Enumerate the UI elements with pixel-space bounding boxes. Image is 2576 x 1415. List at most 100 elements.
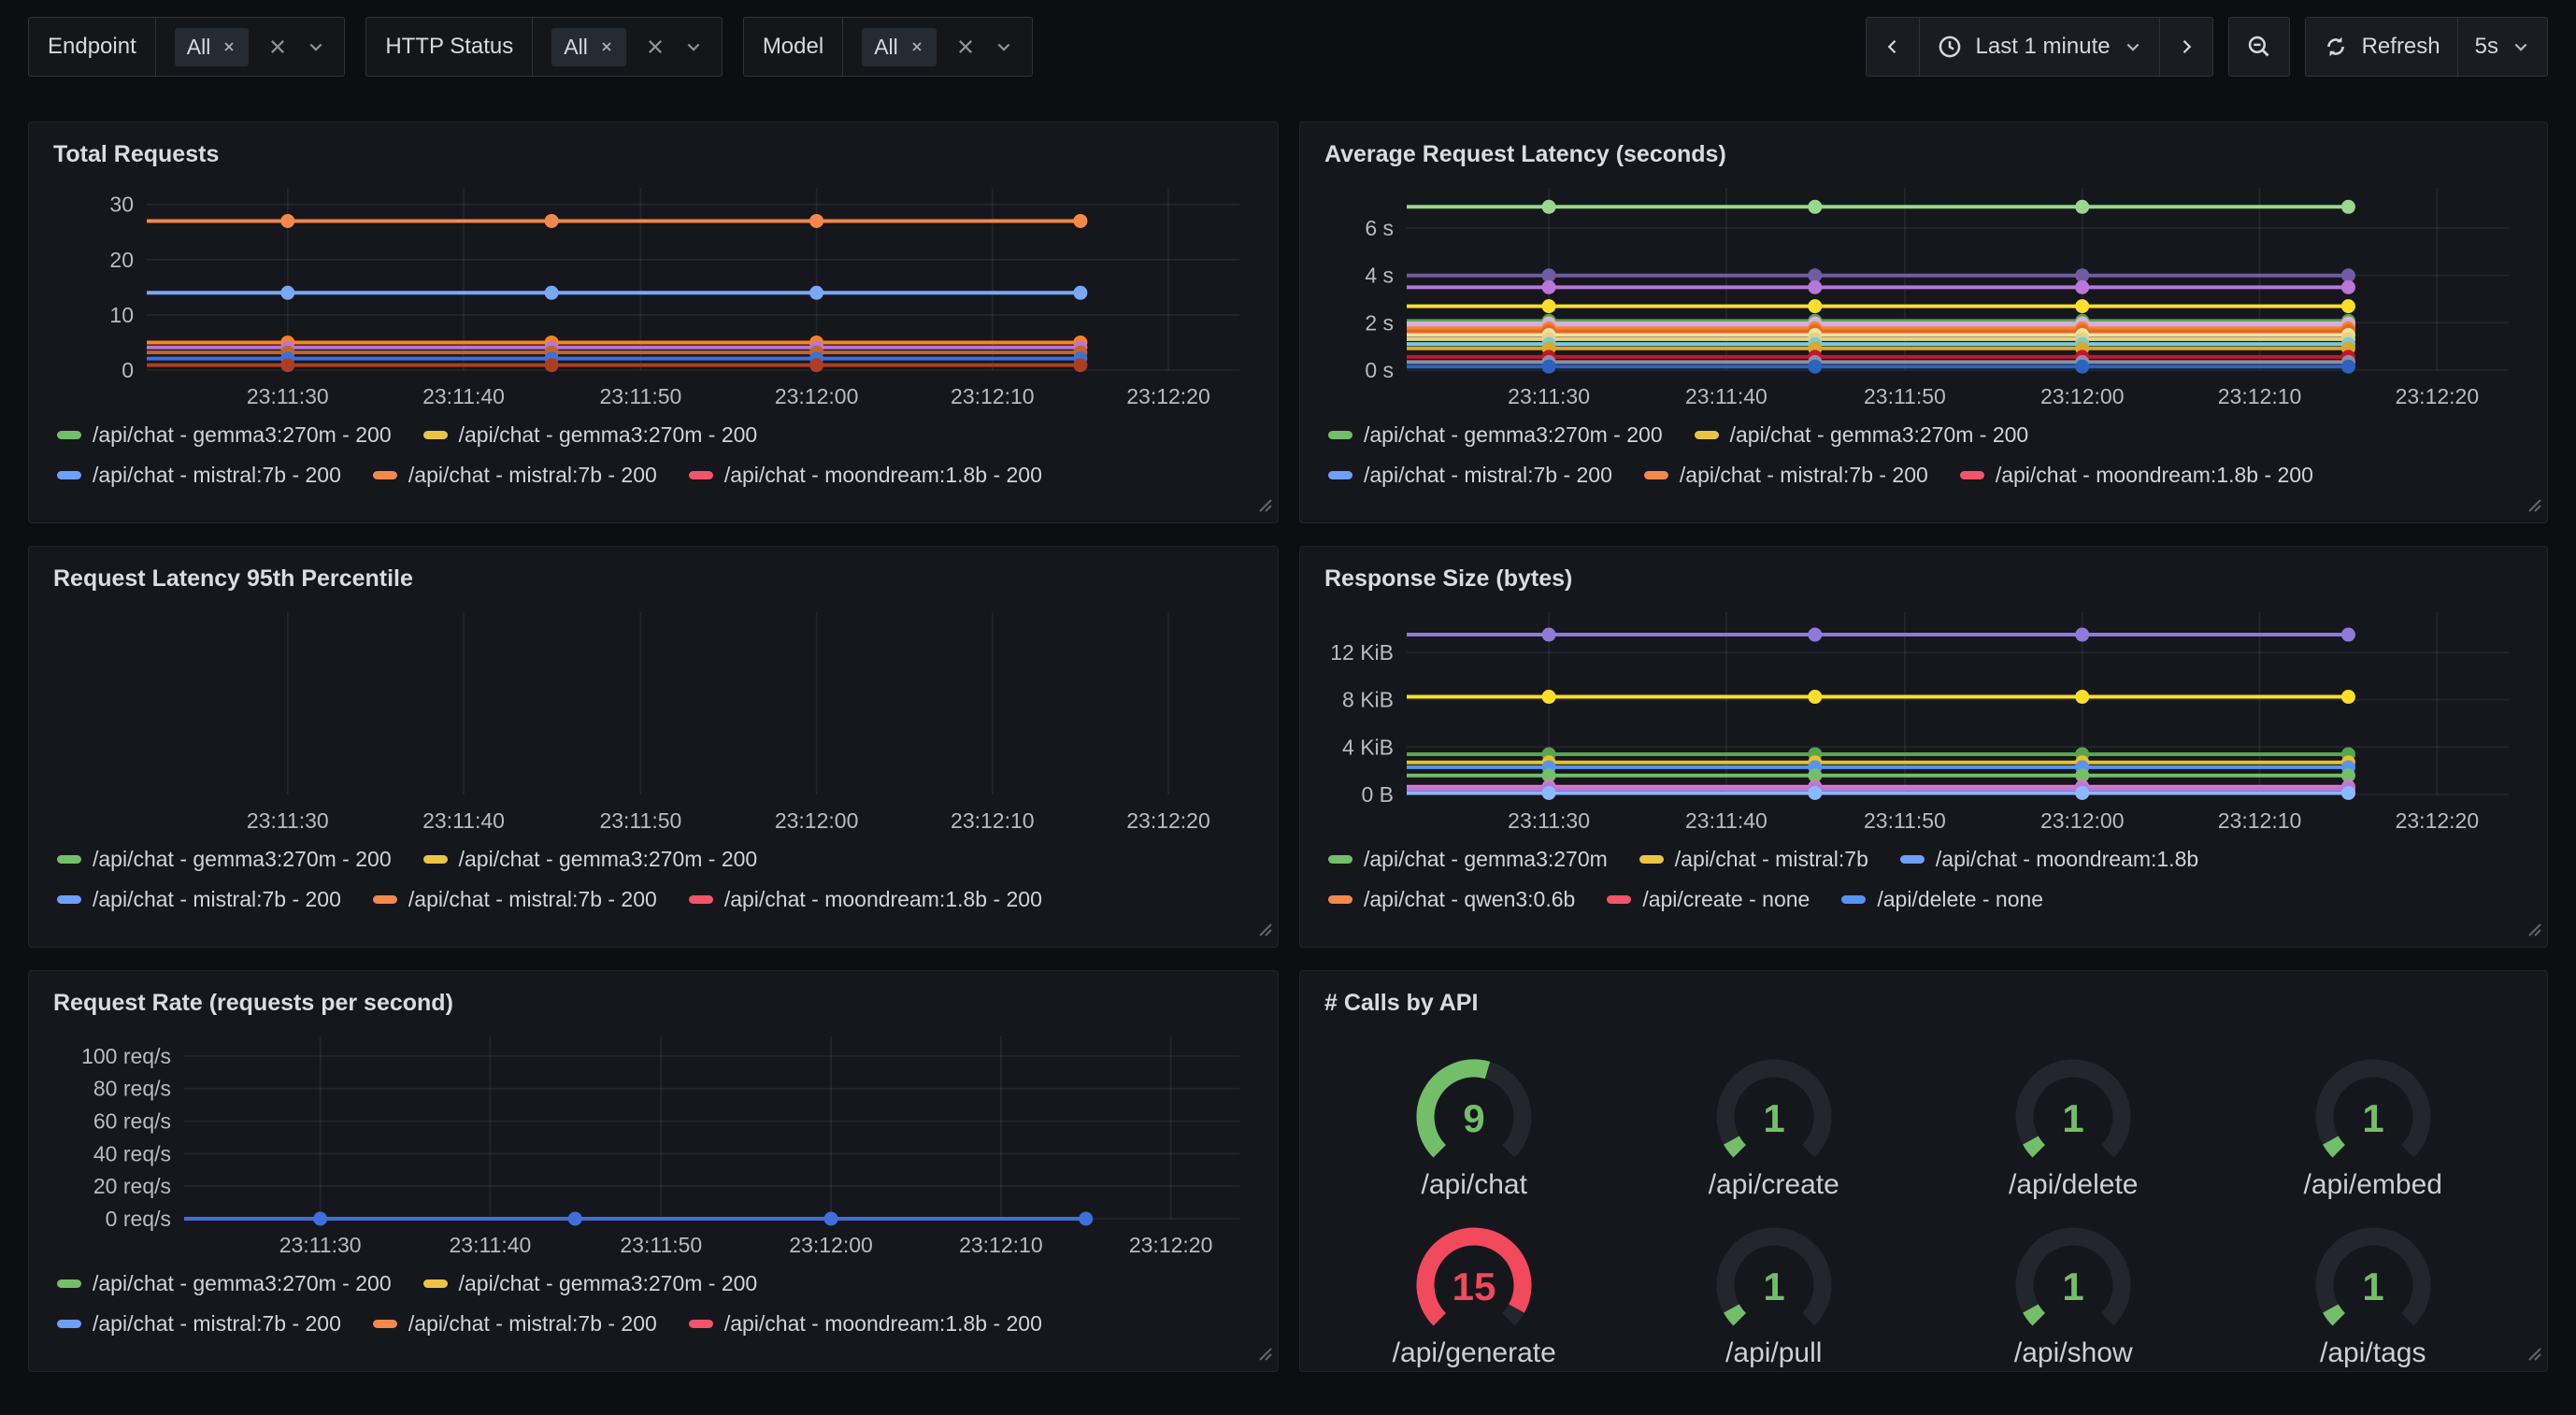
legend-row: /api/chat - mistral:7b - 200/api/chat - … (57, 463, 1253, 488)
svg-text:23:12:20: 23:12:20 (1129, 1233, 1213, 1257)
legend-item[interactable]: /api/chat - mistral:7b - 200 (1328, 463, 1612, 488)
legend-item[interactable]: /api/chat - gemma3:270m - 200 (57, 1271, 392, 1296)
close-icon[interactable] (222, 39, 236, 54)
resize-handle-icon[interactable] (1252, 917, 1273, 942)
legend-item[interactable]: /api/chat - mistral:7b - 200 (373, 887, 657, 912)
zoom-out-button[interactable] (2229, 18, 2289, 76)
legend-item[interactable]: /api/chat - qwen3:0.6b (1328, 887, 1575, 912)
legend-label: /api/chat - gemma3:270m - 200 (93, 422, 392, 448)
time-range-picker-button[interactable]: Last 1 minute (1919, 18, 2159, 76)
legend-item[interactable]: /api/chat - gemma3:270m - 200 (57, 847, 392, 872)
zoom-out-icon (2246, 34, 2272, 60)
legend-item[interactable]: /api/chat - mistral:7b (1639, 847, 1868, 872)
legend-item[interactable]: /api/chat - gemma3:270m - 200 (1695, 422, 2029, 448)
clear-selection-icon[interactable] (267, 36, 288, 57)
legend-item[interactable]: /api/chat - moondream:1.8b (1900, 847, 2198, 872)
filter-model-value[interactable]: All (843, 18, 1032, 76)
legend-row: /api/chat - gemma3:270m/api/chat - mistr… (1328, 847, 2523, 872)
svg-text:23:11:30: 23:11:30 (1508, 384, 1590, 408)
filter-model[interactable]: Model All (743, 17, 1033, 77)
legend-item[interactable]: /api/chat - moondream:1.8b - 200 (689, 463, 1042, 488)
svg-text:23:12:00: 23:12:00 (2040, 808, 2125, 833)
svg-text:23:11:40: 23:11:40 (1685, 808, 1767, 833)
legend-label: /api/chat - moondream:1.8b (1936, 847, 2198, 872)
legend-item[interactable]: /api/chat - mistral:7b - 200 (57, 887, 341, 912)
legend-item[interactable]: /api/chat - mistral:7b - 200 (373, 1311, 657, 1336)
legend-item[interactable]: /api/chat - gemma3:270m - 200 (423, 847, 758, 872)
legend-item[interactable]: /api/create - none (1607, 887, 1810, 912)
panel-title[interactable]: Average Request Latency (seconds) (1324, 136, 2523, 177)
panel-title[interactable]: # Calls by API (1324, 984, 2523, 1022)
legend-item[interactable]: /api/chat - mistral:7b - 200 (1644, 463, 1928, 488)
chevron-down-icon[interactable] (307, 37, 325, 56)
panel-title[interactable]: Request Rate (requests per second) (53, 984, 1253, 1025)
svg-text:100 req/s: 100 req/s (81, 1044, 171, 1068)
legend-label: /api/chat - moondream:1.8b - 200 (724, 887, 1042, 912)
legend-row: /api/chat - gemma3:270m - 200/api/chat -… (1328, 422, 2523, 448)
legend-label: /api/chat - mistral:7b - 200 (408, 887, 657, 912)
clear-selection-icon[interactable] (645, 36, 665, 57)
legend-item[interactable]: /api/chat - gemma3:270m - 200 (423, 1271, 758, 1296)
svg-text:23:11:40: 23:11:40 (449, 1233, 531, 1257)
refresh-button[interactable]: Refresh (2306, 18, 2457, 76)
resize-handle-icon[interactable] (2522, 917, 2542, 942)
resize-handle-icon[interactable] (1252, 1341, 1273, 1366)
legend-item[interactable]: /api/chat - mistral:7b - 200 (57, 463, 341, 488)
filter-chip[interactable]: All (175, 28, 250, 66)
legend-item[interactable]: /api/chat - moondream:1.8b - 200 (689, 1311, 1042, 1336)
panel-title[interactable]: Request Latency 95th Percentile (53, 560, 1253, 601)
filter-http-status[interactable]: HTTP Status All (365, 17, 723, 77)
gauge-label: /api/pull (1725, 1337, 1822, 1369)
refresh-interval-button[interactable]: 5s (2457, 18, 2547, 76)
filter-chip[interactable]: All (551, 28, 626, 66)
resize-handle-icon[interactable] (2522, 493, 2542, 518)
legend-item[interactable]: /api/chat - gemma3:270m (1328, 847, 1608, 872)
legend-label: /api/chat - gemma3:270m - 200 (459, 422, 758, 448)
resize-handle-icon[interactable] (1252, 493, 1273, 518)
filter-endpoint[interactable]: Endpoint All (28, 17, 345, 77)
close-icon[interactable] (599, 39, 614, 54)
panel-title[interactable]: Total Requests (53, 136, 1253, 177)
time-series-chart[interactable]: 23:11:3023:11:4023:11:5023:12:0023:12:10… (53, 601, 1253, 839)
legend-swatch-icon (57, 471, 81, 479)
time-series-chart[interactable]: 0 s2 s4 s6 s23:11:3023:11:4023:11:5023:1… (1324, 177, 2523, 415)
time-series-chart[interactable]: 0 B4 KiB8 KiB12 KiB23:11:3023:11:4023:11… (1324, 601, 2523, 839)
legend-item[interactable]: /api/chat - gemma3:270m - 200 (1328, 422, 1663, 448)
time-series-chart[interactable]: 010203023:11:3023:11:4023:11:5023:12:002… (53, 177, 1253, 415)
gauge-grid: 9/api/chat1/api/create1/api/delete1/api/… (1324, 1022, 2523, 1369)
clear-selection-icon[interactable] (955, 36, 976, 57)
time-shift-forward-button[interactable] (2159, 18, 2212, 76)
time-series-chart[interactable]: 0 req/s20 req/s40 req/s60 req/s80 req/s1… (53, 1025, 1253, 1264)
filter-endpoint-label: Endpoint (29, 18, 156, 76)
gauge-api-show: 1/api/show (1924, 1216, 2224, 1369)
filter-endpoint-value[interactable]: All (156, 18, 345, 76)
filter-http-status-value[interactable]: All (533, 18, 722, 76)
legend-label: /api/chat - mistral:7b - 200 (93, 463, 341, 488)
legend-item[interactable]: /api/chat - gemma3:270m - 200 (57, 422, 392, 448)
svg-text:23:11:40: 23:11:40 (422, 808, 505, 833)
filter-http-status-label: HTTP Status (366, 18, 533, 76)
chevron-down-icon[interactable] (684, 37, 703, 56)
time-controls: Last 1 minute (1866, 17, 2549, 77)
legend-swatch-icon (373, 471, 397, 479)
legend-item[interactable]: /api/delete - none (1841, 887, 2043, 912)
legend-item[interactable]: /api/chat - mistral:7b - 200 (373, 463, 657, 488)
chevron-down-icon[interactable] (995, 37, 1013, 56)
legend-item[interactable]: /api/chat - mistral:7b - 200 (57, 1311, 341, 1336)
close-icon[interactable] (909, 39, 924, 54)
filter-model-label: Model (744, 18, 843, 76)
legend-item[interactable]: /api/chat - gemma3:270m - 200 (423, 422, 758, 448)
legend-label: /api/chat - moondream:1.8b - 200 (724, 463, 1042, 488)
gauge-label: /api/generate (1393, 1337, 1556, 1369)
svg-text:23:12:00: 23:12:00 (775, 808, 859, 833)
chevron-down-icon (2512, 37, 2530, 56)
svg-text:23:12:20: 23:12:20 (1126, 808, 1210, 833)
svg-text:23:12:10: 23:12:10 (2218, 384, 2302, 408)
legend-item[interactable]: /api/chat - moondream:1.8b - 200 (689, 887, 1042, 912)
panel-title[interactable]: Response Size (bytes) (1324, 560, 2523, 601)
time-shift-back-button[interactable] (1867, 18, 1919, 76)
filter-chip[interactable]: All (862, 28, 937, 66)
legend-item[interactable]: /api/chat - moondream:1.8b - 200 (1960, 463, 2313, 488)
legend-swatch-icon (423, 855, 448, 864)
resize-handle-icon[interactable] (2522, 1341, 2542, 1366)
